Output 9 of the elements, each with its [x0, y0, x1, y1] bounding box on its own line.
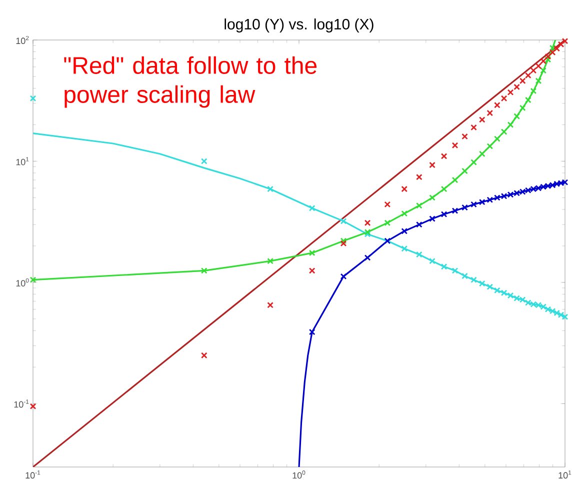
chart-title: log10 (Y) vs. log10 (X): [224, 18, 374, 32]
x-tick-label: 10$^{1}$: [558, 470, 572, 479]
annotation: "Red" data follow to the power scaling law: [64, 56, 317, 108]
x-tick-label: 10$^{0}$: [292, 470, 306, 479]
x-tick-label: 10$^{-1}$: [26, 470, 40, 479]
y-tick-label: 10$^{0}$: [16, 278, 29, 286]
y-tick-label: 10$^{1}$: [16, 157, 29, 166]
y-tick-label: 10$^{2}$: [16, 36, 29, 44]
y-tick-label: 10$^{-1}$: [14, 400, 29, 408]
